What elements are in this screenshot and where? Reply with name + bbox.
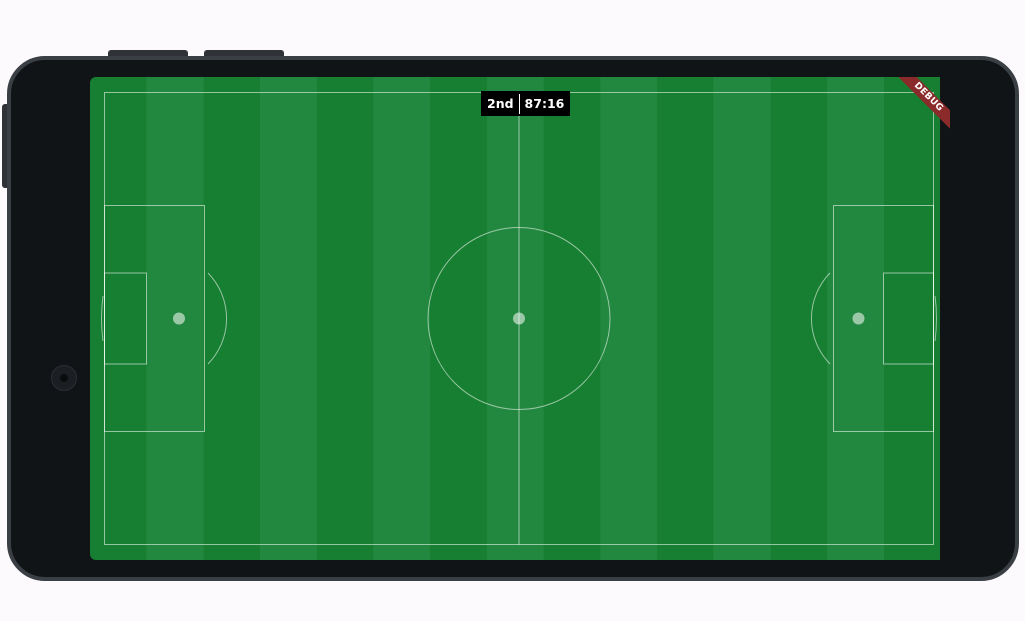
- left-goal-area: [104, 272, 147, 365]
- match-period: 2nd: [487, 96, 514, 111]
- volume-down-button[interactable]: [204, 50, 284, 60]
- pitch-markings: [101, 92, 937, 545]
- debug-banner-container: DEBUG: [880, 77, 950, 137]
- left-penalty-area: [104, 205, 205, 432]
- left-penalty-spot: [173, 312, 185, 325]
- timer-divider: [518, 93, 520, 114]
- center-circle: [427, 227, 611, 410]
- right-goal-line-mark: [934, 295, 937, 342]
- front-camera-icon: [51, 365, 77, 391]
- debug-banner: DEBUG: [890, 77, 950, 135]
- left-goal-line-mark: [101, 295, 104, 342]
- football-pitch[interactable]: 2nd 87:16: [90, 77, 940, 560]
- match-clock: 87:16: [524, 96, 565, 111]
- right-penalty-spot: [852, 312, 865, 325]
- left-penalty-arc: [207, 272, 228, 365]
- right-penalty-arc: [810, 272, 831, 365]
- center-spot: [513, 312, 525, 325]
- match-timer: 2nd 87:16: [481, 91, 571, 116]
- right-goal-area: [883, 272, 934, 365]
- volume-up-button[interactable]: [108, 50, 188, 60]
